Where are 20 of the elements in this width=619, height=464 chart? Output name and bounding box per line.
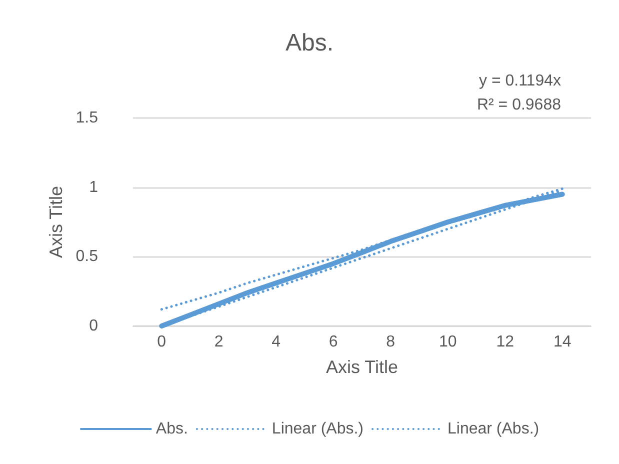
x-tick-label: 0 [157,334,166,350]
chart-title: Abs. [285,30,334,56]
legend-label: Linear (Abs.) [272,420,364,438]
x-tick-label: 6 [328,334,338,350]
x-tick-label: 8 [386,334,396,350]
y-axis-title: Axis Title [46,186,66,258]
x-tick-label: 10 [438,334,457,350]
legend-label: Linear (Abs.) [448,420,540,438]
legend-label: Abs. [156,420,188,438]
x-tick-label: 14 [553,334,572,350]
y-tick-label: 1 [89,178,98,196]
x-tick-label: 4 [272,334,281,350]
y-tick-label: 0 [89,318,98,334]
y-tick-label: 0.5 [76,248,98,266]
x-tick-label: 12 [496,334,514,350]
text: y = 0.1194x [479,72,561,90]
y-tick-label: 1.5 [76,110,98,126]
x-tick-label: 2 [214,334,224,350]
text: R² = 0.9688 [476,96,562,114]
x-axis-title: Axis Title [326,357,398,377]
